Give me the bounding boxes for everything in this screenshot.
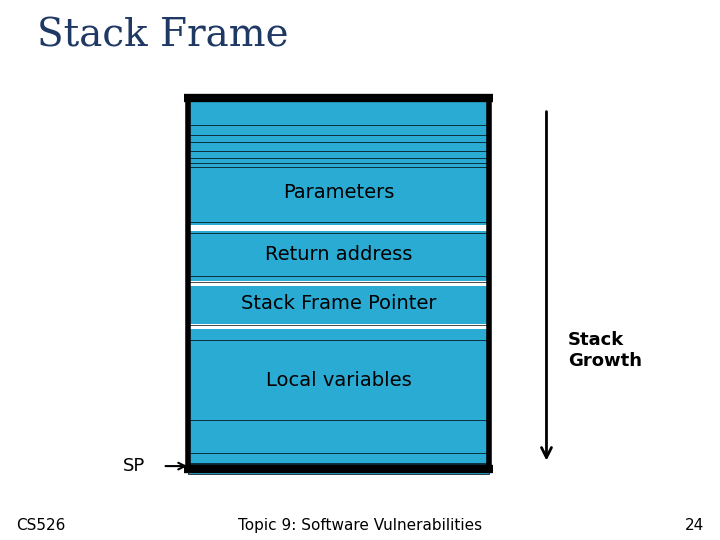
Text: Stack Frame: Stack Frame [37,17,289,55]
Text: SP: SP [122,457,145,475]
Text: Local variables: Local variables [266,370,411,390]
Bar [188,141,489,151]
Text: Topic 9: Software Vulnerabilities: Topic 9: Software Vulnerabilities [238,518,482,533]
Bar [188,281,489,286]
Text: Parameters: Parameters [283,183,394,201]
Bar [188,98,489,469]
Text: CS526: CS526 [16,518,65,533]
Bar [188,125,489,135]
Bar [188,453,489,463]
Bar [188,158,489,167]
Text: Return address: Return address [265,246,412,265]
Text: Stack Frame Pointer: Stack Frame Pointer [240,294,436,313]
Bar [188,464,489,474]
Bar [188,225,489,231]
Bar [188,98,489,469]
Text: Stack
Growth: Stack Growth [568,331,642,370]
Text: 24: 24 [685,518,704,533]
Bar [188,323,489,329]
